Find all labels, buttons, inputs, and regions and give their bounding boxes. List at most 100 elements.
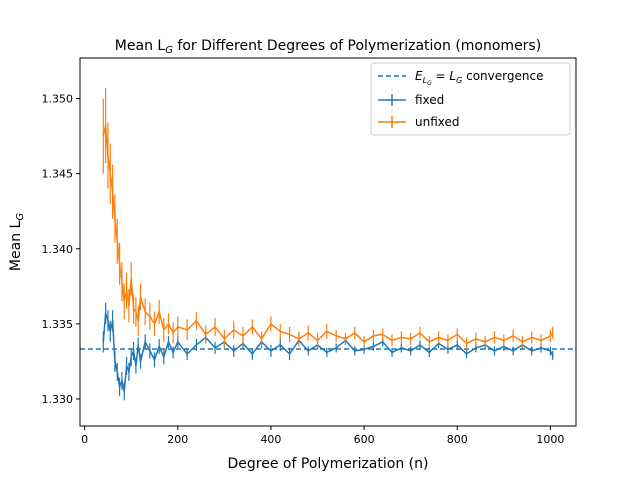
unfixed-point	[551, 332, 554, 334]
unfixed-point	[172, 332, 174, 334]
fixed-point	[419, 344, 421, 346]
fixed-point	[167, 341, 170, 343]
unfixed-point	[530, 336, 533, 339]
legend-ref-l: L	[449, 69, 456, 83]
unfixed-point	[288, 333, 291, 336]
title-suffix: for Different Degrees of Polymerization …	[173, 38, 541, 54]
legend-ref-convergence: convergence	[462, 69, 543, 83]
fixed-point	[102, 341, 105, 343]
legend-ref-e: E	[415, 69, 423, 83]
fixed-point	[130, 356, 133, 358]
title-prefix: Mean L	[115, 38, 166, 54]
x-tick-label: 0	[81, 433, 88, 446]
unfixed-point	[109, 172, 112, 175]
y-label-main: Mean L	[8, 220, 24, 271]
unfixed-point	[307, 332, 310, 334]
fixed-point	[132, 350, 135, 352]
fixed-point	[326, 351, 328, 354]
legend-ref-sub3: G	[456, 76, 462, 85]
fixed-point	[125, 365, 128, 367]
fixed-point	[456, 344, 459, 346]
unfixed-point	[251, 326, 254, 328]
x-tick-label: 800	[447, 433, 468, 446]
y-axis-label: Mean LG	[8, 213, 26, 271]
fixed-point	[116, 371, 119, 373]
x-axis-label: Degree of Polymerization (n)	[228, 456, 429, 472]
unfixed-point	[521, 341, 524, 343]
fixed-point	[251, 353, 254, 355]
unfixed-point	[270, 323, 272, 325]
legend-ref-label: ELG = LG convergence	[415, 69, 543, 87]
y-tick-label: 1.335	[42, 318, 74, 331]
unfixed-point	[128, 305, 130, 307]
fixed-point	[540, 347, 542, 349]
fixed-point	[121, 380, 123, 382]
unfixed-point	[465, 342, 468, 345]
legend: ELG = LG convergence fixed unfixed	[370, 62, 571, 136]
fixed-point	[158, 345, 160, 348]
unfixed-point	[549, 335, 552, 337]
fixed-point	[137, 344, 140, 346]
unfixed-point	[447, 339, 449, 342]
unfixed-point	[223, 338, 226, 340]
fixed-point	[353, 350, 356, 352]
unfixed-point	[125, 290, 128, 292]
unfixed-point	[139, 296, 142, 298]
plot-frame	[79, 57, 577, 427]
chart-title: Mean LG for Different Degrees of Polymer…	[115, 38, 541, 56]
unfixed-point	[493, 336, 496, 339]
y-tick-label: 1.330	[42, 393, 74, 406]
fixed-point	[149, 350, 151, 352]
y-label-subscript: G	[15, 213, 26, 221]
fixed-point	[195, 344, 198, 346]
fixed-point	[363, 348, 365, 351]
unfixed-point	[149, 315, 151, 318]
fixed-point	[186, 353, 188, 355]
unfixed-point	[335, 335, 337, 337]
fixed-point	[144, 341, 147, 343]
fixed-point	[551, 354, 554, 357]
unfixed-point	[242, 335, 244, 337]
unfixed-point	[137, 320, 140, 322]
fixed-point	[493, 350, 496, 352]
unfixed-point	[116, 240, 119, 243]
unfixed-point	[132, 308, 135, 310]
fixed-point	[270, 350, 272, 352]
fixed-point	[123, 390, 126, 393]
x-tick-label: 400	[260, 433, 281, 446]
series-layer	[102, 88, 554, 401]
fixed-point	[135, 365, 137, 367]
unfixed-point	[204, 333, 207, 336]
fixed-point	[118, 386, 121, 388]
unfixed-point	[409, 338, 412, 340]
fixed-point	[475, 347, 477, 349]
unfixed-point	[232, 329, 235, 331]
unfixed-point	[186, 329, 188, 331]
fixed-point	[428, 351, 431, 354]
unfixed-point	[121, 281, 123, 283]
legend-ref-sub2: G	[427, 80, 432, 87]
y-tick-label: 1.340	[42, 243, 74, 256]
fixed-point	[400, 347, 403, 349]
unfixed-point	[391, 339, 393, 342]
title-subscript: G	[165, 45, 173, 56]
legend-unfixed-label: unfixed	[415, 115, 460, 129]
unfixed-point	[177, 326, 179, 328]
unfixed-line	[102, 125, 554, 345]
legend-ref-sub1: L	[423, 76, 427, 85]
unfixed-point	[428, 341, 431, 343]
unfixed-point	[102, 135, 105, 137]
fixed-point	[530, 350, 533, 352]
fixed-point	[172, 351, 174, 354]
unfixed-point	[279, 330, 282, 333]
fixed-point	[372, 345, 375, 348]
unfixed-point	[158, 311, 160, 313]
unfixed-point	[260, 338, 263, 340]
unfixed-point	[475, 338, 477, 340]
unfixed-point	[153, 323, 156, 325]
fixed-point	[381, 341, 384, 343]
fixed-point	[391, 351, 393, 354]
fixed-point	[104, 312, 107, 315]
fixed-line	[102, 313, 554, 392]
fixed-point	[107, 320, 109, 322]
